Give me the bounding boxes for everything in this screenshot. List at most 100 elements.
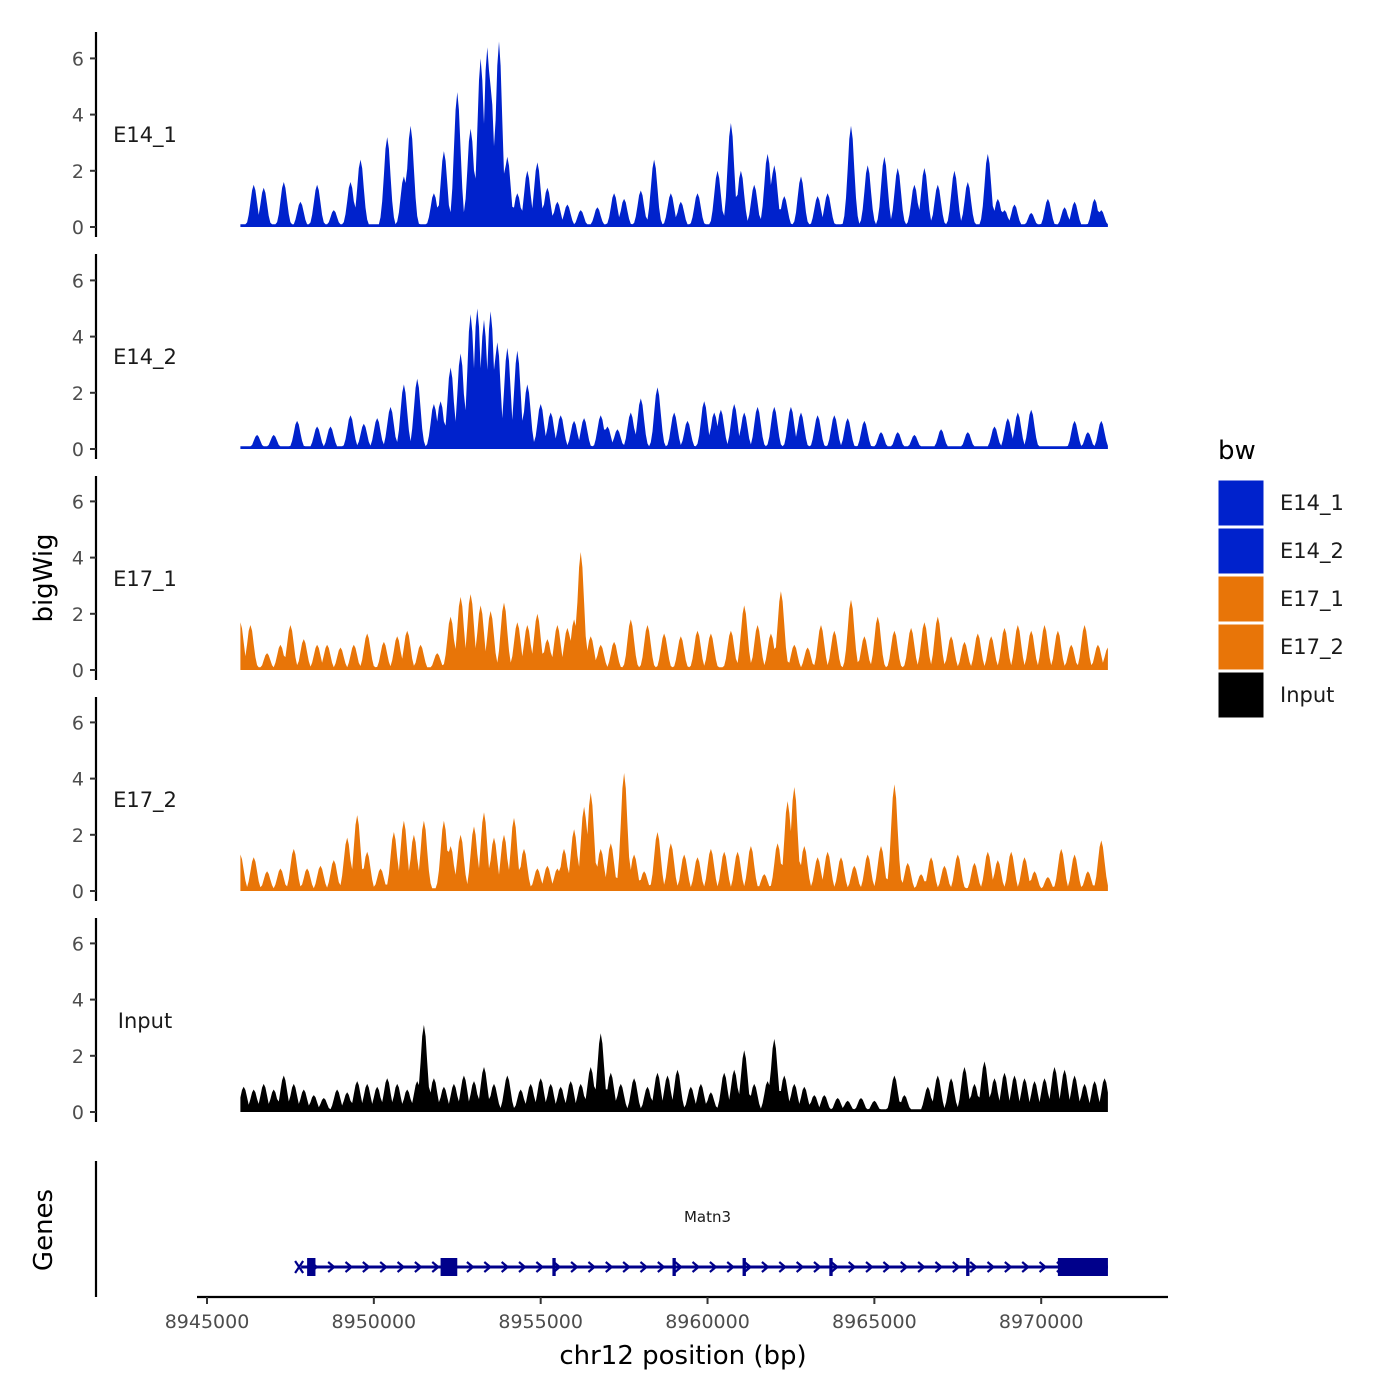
legend-swatch xyxy=(1217,671,1265,719)
y-tick-label: 2 xyxy=(72,1046,84,1068)
strand-arrow xyxy=(726,1261,735,1273)
legend-title: bw xyxy=(1218,436,1256,466)
strand-arrow xyxy=(830,1261,840,1273)
strand-arrow xyxy=(986,1261,996,1273)
y-tick-label: 6 xyxy=(72,48,84,70)
y-tick-label: 0 xyxy=(72,439,84,461)
signal-tracks: 0 2 4 6 E14_1 0 2 4 6 E14_2 0 2 4 6 E17_1 0 2 4 6 E17_2 0 2 4 6… xyxy=(72,32,1108,1124)
x-tick-label: 8965000 xyxy=(832,1311,917,1333)
signal-area xyxy=(240,41,1108,227)
strand-arrow xyxy=(431,1261,440,1273)
strand-arrow xyxy=(518,1261,527,1273)
y-tick-label: 4 xyxy=(72,105,84,127)
exon-block xyxy=(672,1258,676,1276)
y-tick-label: 4 xyxy=(72,990,84,1012)
gene-start-marker xyxy=(294,1260,305,1274)
y-tick-label: 4 xyxy=(72,327,84,349)
strand-arrow xyxy=(605,1261,614,1273)
legend-swatch xyxy=(1217,479,1265,527)
exon-block xyxy=(307,1258,316,1276)
gene-name-label: Matn3 xyxy=(684,1208,731,1226)
signal-area xyxy=(240,1024,1108,1112)
strand-arrow xyxy=(847,1261,857,1273)
strand-arrow xyxy=(1038,1261,1048,1273)
strand-arrow xyxy=(414,1261,423,1273)
y-tick-label: 6 xyxy=(72,270,84,292)
legend-label: E17_2 xyxy=(1280,635,1344,660)
track-label: Input xyxy=(118,1009,172,1033)
strand-arrow xyxy=(900,1261,909,1273)
x-tick-label: 8950000 xyxy=(332,1311,417,1333)
strand-arrow xyxy=(500,1261,510,1273)
y-tick-label: 6 xyxy=(72,933,84,955)
strand-arrow xyxy=(327,1261,336,1273)
strand-arrow xyxy=(917,1261,926,1273)
strand-arrow xyxy=(865,1261,874,1273)
strand-arrow xyxy=(552,1261,562,1273)
genes-panel-title: Genes xyxy=(29,1189,59,1271)
strand-arrow xyxy=(1004,1261,1013,1273)
y-tick-label: 0 xyxy=(72,660,84,682)
track-label: E14_2 xyxy=(113,345,177,370)
track-e17-2: 0 2 4 6 E17_2 xyxy=(72,697,1108,903)
y-tick-label: 2 xyxy=(72,604,84,626)
strand-arrow xyxy=(344,1261,354,1273)
strand-arrow xyxy=(535,1261,545,1273)
track-e14-2: 0 2 4 6 E14_2 xyxy=(72,254,1108,461)
legend-swatch xyxy=(1217,575,1265,623)
legend-label: E14_2 xyxy=(1280,539,1344,564)
legend-label: Input xyxy=(1280,683,1334,707)
exon-block xyxy=(742,1258,746,1276)
exon-block xyxy=(966,1258,970,1276)
strand-arrow xyxy=(466,1261,475,1273)
x-tick-label: 8955000 xyxy=(498,1311,583,1333)
gene-panel: Matn3 xyxy=(94,1161,1108,1297)
track-e17-1: 0 2 4 6 E17_1 xyxy=(72,476,1108,682)
strand-arrow xyxy=(379,1261,388,1273)
strand-arrow xyxy=(587,1261,597,1273)
strand-arrow xyxy=(813,1261,822,1273)
track-e14-1: 0 2 4 6 E14_1 xyxy=(72,32,1108,239)
y-tick-label: 2 xyxy=(72,161,84,183)
x-tick-label: 8970000 xyxy=(999,1311,1084,1333)
y-tick-label: 0 xyxy=(72,217,84,239)
track-label: E14_1 xyxy=(113,123,177,148)
strand-arrow xyxy=(743,1261,753,1273)
legend: bw E14_1 E14_2 E17_1 E17_2 Input xyxy=(1217,436,1344,719)
strand-arrow xyxy=(1021,1261,1030,1273)
legend-label: E14_1 xyxy=(1280,491,1344,516)
strand-arrow xyxy=(362,1261,371,1273)
strand-arrow xyxy=(691,1261,701,1273)
strand-arrow xyxy=(396,1261,406,1273)
y-tick-label: 0 xyxy=(72,1102,84,1124)
exon-block xyxy=(829,1258,833,1276)
strand-arrow xyxy=(622,1261,631,1273)
strand-arrow xyxy=(952,1261,961,1273)
legend-swatch xyxy=(1217,623,1265,671)
strand-arrow xyxy=(761,1261,770,1273)
strand-arrow xyxy=(674,1261,683,1273)
signal-area xyxy=(240,552,1108,670)
strand-arrow xyxy=(639,1261,649,1273)
strand-arrow xyxy=(570,1261,579,1273)
y-tick-label: 6 xyxy=(72,491,84,513)
y-tick-label: 2 xyxy=(72,383,84,405)
strand-arrow xyxy=(657,1261,666,1273)
strand-arrow xyxy=(934,1261,944,1273)
signal-area xyxy=(240,308,1108,449)
y-tick-label: 0 xyxy=(72,881,84,903)
track-input: 0 2 4 6 Input xyxy=(72,918,1108,1124)
track-label: E17_1 xyxy=(113,567,177,592)
legend-swatch xyxy=(1217,527,1265,575)
strand-arrow xyxy=(483,1261,493,1273)
x-tick-label: 8945000 xyxy=(165,1311,250,1333)
y-tick-label: 2 xyxy=(72,825,84,847)
y-axis-title: bigWig xyxy=(29,533,59,622)
strand-arrow xyxy=(969,1261,978,1273)
strand-arrow xyxy=(778,1261,787,1273)
strand-arrow xyxy=(882,1261,892,1273)
x-axis: 8945000 8950000 8955000 8960000 8965000 89700… xyxy=(165,1295,1168,1333)
strand-arrow xyxy=(709,1261,718,1273)
track-label: E17_2 xyxy=(113,788,177,813)
